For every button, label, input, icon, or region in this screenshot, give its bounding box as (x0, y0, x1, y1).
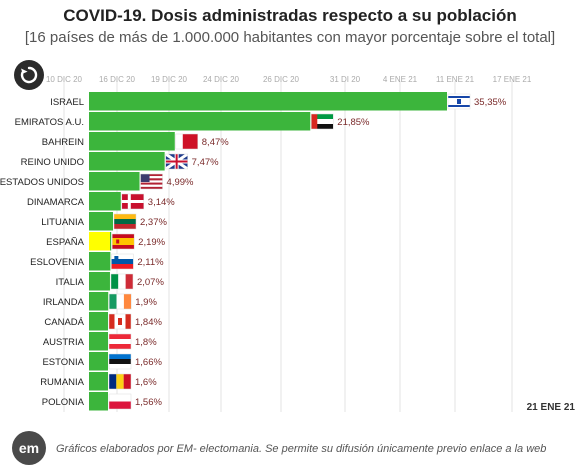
x-tick-label: 10 DIC 20 (46, 75, 83, 84)
spain-flag-icon (111, 233, 135, 250)
value-label: 2,11% (137, 257, 164, 268)
bar (89, 352, 108, 371)
category-label: RUMANIA (40, 377, 84, 388)
canada-flag-icon (108, 313, 132, 330)
poland-flag-icon (108, 393, 132, 410)
category-label: CANADÁ (44, 317, 84, 328)
replay-button[interactable] (14, 60, 44, 90)
category-label: ESTADOS UNIDOS (0, 177, 84, 188)
value-label: 2,19% (138, 237, 165, 248)
value-label: 21,85% (337, 117, 370, 128)
value-label: 35,35% (474, 97, 507, 108)
x-tick-label: 16 DIC 20 (99, 75, 136, 84)
category-label: ITALIA (56, 277, 85, 288)
ireland-flag-icon (108, 293, 132, 310)
bar (89, 332, 108, 351)
bar (89, 132, 175, 151)
chart-title: COVID-19. Dosis administradas respecto a… (63, 6, 517, 25)
category-label: ESLOVENIA (30, 257, 85, 268)
lithuania-flag-icon (113, 213, 137, 230)
denmark-flag-icon (121, 193, 145, 210)
value-label: 1,56% (135, 397, 162, 408)
replay-icon (20, 66, 38, 84)
bar (89, 192, 121, 211)
electomania-logo: em (12, 431, 46, 465)
uae-flag-icon (311, 113, 334, 130)
value-label: 1,66% (135, 357, 162, 368)
x-tick-label: 4 ENE 21 (383, 75, 418, 84)
bar (89, 392, 108, 411)
value-label: 1,9% (135, 297, 157, 308)
uk-flag-icon (164, 152, 189, 171)
bar (89, 252, 111, 271)
category-label: ESTONIA (42, 357, 84, 368)
footer-credit: Gráficos elaborados por EM- electomania.… (56, 443, 547, 455)
value-label: 2,37% (140, 217, 167, 228)
category-label: EMIRATOS A.U. (15, 117, 84, 128)
category-label: DINAMARCA (27, 197, 85, 208)
austria-flag-icon (108, 333, 132, 350)
value-label: 3,14% (148, 197, 175, 208)
category-label: AUSTRIA (43, 337, 85, 348)
italy-flag-icon (110, 273, 134, 290)
current-date-label: 21 ENE 21 (526, 402, 575, 413)
category-label: POLONIA (42, 397, 85, 408)
category-label: BAHREIN (42, 137, 84, 148)
category-label: REINO UNIDO (21, 157, 84, 168)
bar (89, 172, 140, 191)
bahrain-flag-icon (175, 133, 199, 150)
x-tick-label: 19 DIC 20 (151, 75, 188, 84)
bar (89, 372, 108, 391)
value-label: 1,8% (135, 337, 157, 348)
value-label: 4,99% (167, 177, 194, 188)
usa-flag-icon (140, 173, 163, 190)
bar (89, 92, 447, 111)
israel-flag-icon (447, 93, 471, 110)
category-label: ISRAEL (50, 97, 84, 108)
value-label: 8,47% (202, 137, 229, 148)
bar (89, 292, 109, 311)
value-label: 2,07% (137, 277, 164, 288)
slovenia-flag-icon (111, 253, 134, 270)
bar (89, 112, 311, 131)
x-tick-label: 26 DIC 20 (263, 75, 300, 84)
bar (89, 312, 108, 331)
bar (89, 272, 110, 291)
bar-highlight (89, 232, 110, 251)
value-label: 1,6% (135, 377, 157, 388)
estonia-flag-icon (108, 353, 132, 370)
x-tick-label: 31 DI 20 (330, 75, 361, 84)
x-tick-label: 11 ENE 21 (436, 75, 475, 84)
romania-flag-icon (108, 373, 132, 390)
category-label: IRLANDA (43, 297, 85, 308)
x-tick-label: 17 ENE 21 (493, 75, 532, 84)
value-label: 7,47% (192, 157, 219, 168)
bar (89, 152, 165, 171)
bar (110, 232, 112, 251)
x-tick-label: 24 DIC 20 (203, 75, 240, 84)
chart-subtitle: [16 países de más de 1.000.000 habitante… (24, 29, 556, 46)
category-label: LITUANIA (41, 217, 84, 228)
value-label: 1,84% (135, 317, 162, 328)
bar (89, 212, 114, 231)
category-label: ESPAÑA (46, 237, 85, 248)
